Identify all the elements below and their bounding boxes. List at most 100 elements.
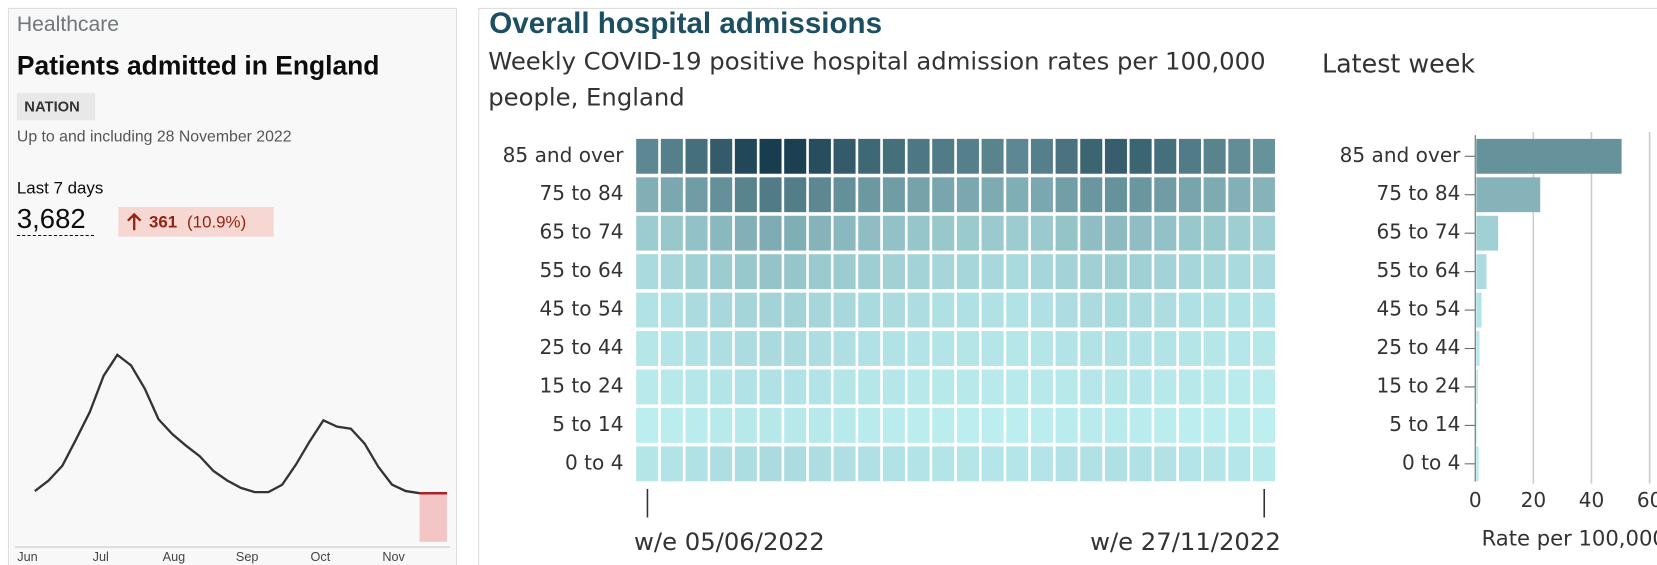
tag-bg <box>16 92 96 121</box>
heat-cell <box>1228 254 1251 290</box>
bar <box>1476 446 1479 482</box>
heat-cell <box>784 369 807 405</box>
heat-cell <box>1080 331 1103 366</box>
heat-cell <box>734 138 757 174</box>
heat-cell <box>734 177 757 213</box>
heat-cell <box>636 177 659 213</box>
heat-cell <box>1080 177 1103 213</box>
card-category: Healthcare <box>17 13 119 36</box>
heat-cell <box>932 138 955 174</box>
heat-cell <box>808 215 831 251</box>
heat-cell <box>956 138 979 174</box>
heat-cell <box>981 446 1004 482</box>
heat-cell <box>1228 292 1251 328</box>
heat-cell <box>636 138 659 174</box>
heat-cell <box>1154 138 1177 174</box>
heat-cell <box>1104 369 1127 405</box>
heat-cell <box>734 292 757 328</box>
heat-cell <box>734 407 757 443</box>
month-label: Nov <box>382 550 405 564</box>
heat-cell <box>784 331 807 366</box>
row-label: 55 to 64 <box>540 258 624 282</box>
x-tick-label: 0 <box>1469 488 1482 512</box>
row-label: 45 to 54 <box>540 297 624 321</box>
bar <box>1476 407 1478 443</box>
heat-cell <box>1006 215 1029 251</box>
heat-cell <box>1129 369 1152 405</box>
heat-cell <box>833 446 856 482</box>
heat-cell <box>1055 446 1078 482</box>
y-label: 0 to 4 <box>1402 450 1460 474</box>
subtitle: Weekly COVID-19 positive hospital admiss… <box>488 48 1266 112</box>
heat-cell <box>734 215 757 251</box>
heat-cell <box>710 331 733 366</box>
heat-cell <box>685 292 708 328</box>
heat-cell <box>636 446 659 482</box>
heat-cell <box>1252 138 1275 174</box>
heat-cell <box>1104 331 1127 366</box>
heat-cell <box>784 254 807 290</box>
heat-cell <box>833 369 856 405</box>
heat-cell <box>956 446 979 482</box>
heat-cell <box>833 254 856 290</box>
heat-cell <box>907 292 930 328</box>
heat-cell <box>907 254 930 290</box>
heat-cell <box>956 407 979 443</box>
heat-cell <box>833 292 856 328</box>
month-label: Sep <box>236 550 259 564</box>
heat-cell <box>956 254 979 290</box>
heat-cell <box>858 177 881 213</box>
heat-cell <box>710 215 733 251</box>
heat-cell <box>932 369 955 405</box>
heat-cell <box>685 215 708 251</box>
heat-cell <box>710 407 733 443</box>
heat-cell <box>1030 446 1053 482</box>
panel-title: Overall hospital admissions <box>489 7 882 40</box>
heat-cell <box>1154 446 1177 482</box>
heat-cell <box>1252 446 1275 482</box>
heat-cell <box>1203 331 1226 366</box>
heat-cell <box>685 138 708 174</box>
change-pct: (10.9%) <box>187 212 246 231</box>
heat-cell <box>882 369 905 405</box>
heat-cell <box>1154 292 1177 328</box>
month-label: Aug <box>163 550 186 564</box>
bar <box>1476 177 1541 213</box>
x-axis-label: Rate per 100,000 <box>1482 526 1657 551</box>
heat-cell <box>858 331 881 366</box>
heat-cell <box>1129 138 1152 174</box>
heat-cell <box>1006 446 1029 482</box>
heat-cell <box>1080 215 1103 251</box>
heat-cell <box>981 369 1004 405</box>
heat-cell <box>1055 369 1078 405</box>
heat-cell <box>1252 331 1275 366</box>
y-label: 65 to 74 <box>1376 220 1460 244</box>
heat-cell <box>1030 369 1053 405</box>
heat-cell <box>907 331 930 366</box>
bar <box>1476 292 1482 328</box>
heat-cell <box>734 254 757 290</box>
heat-cell <box>1030 138 1053 174</box>
heat-cell <box>1154 407 1177 443</box>
heat-cell <box>1129 446 1152 482</box>
heat-cell <box>1154 369 1177 405</box>
heat-cell <box>784 177 807 213</box>
heat-cell <box>956 177 979 213</box>
heat-cell <box>1006 407 1029 443</box>
heat-cell <box>734 369 757 405</box>
y-label: 55 to 64 <box>1376 258 1460 282</box>
heat-cell <box>1203 254 1226 290</box>
heat-cell <box>660 446 683 482</box>
heat-cell <box>660 407 683 443</box>
y-label: 5 to 14 <box>1389 412 1460 436</box>
heat-cell <box>932 215 955 251</box>
heat-cell <box>907 407 930 443</box>
month-label: Jul <box>93 550 109 564</box>
heat-cell <box>1129 254 1152 290</box>
heat-cell <box>759 138 782 174</box>
period: Last 7 days <box>17 179 103 198</box>
heat-cell <box>734 446 757 482</box>
heat-cell <box>1055 138 1078 174</box>
